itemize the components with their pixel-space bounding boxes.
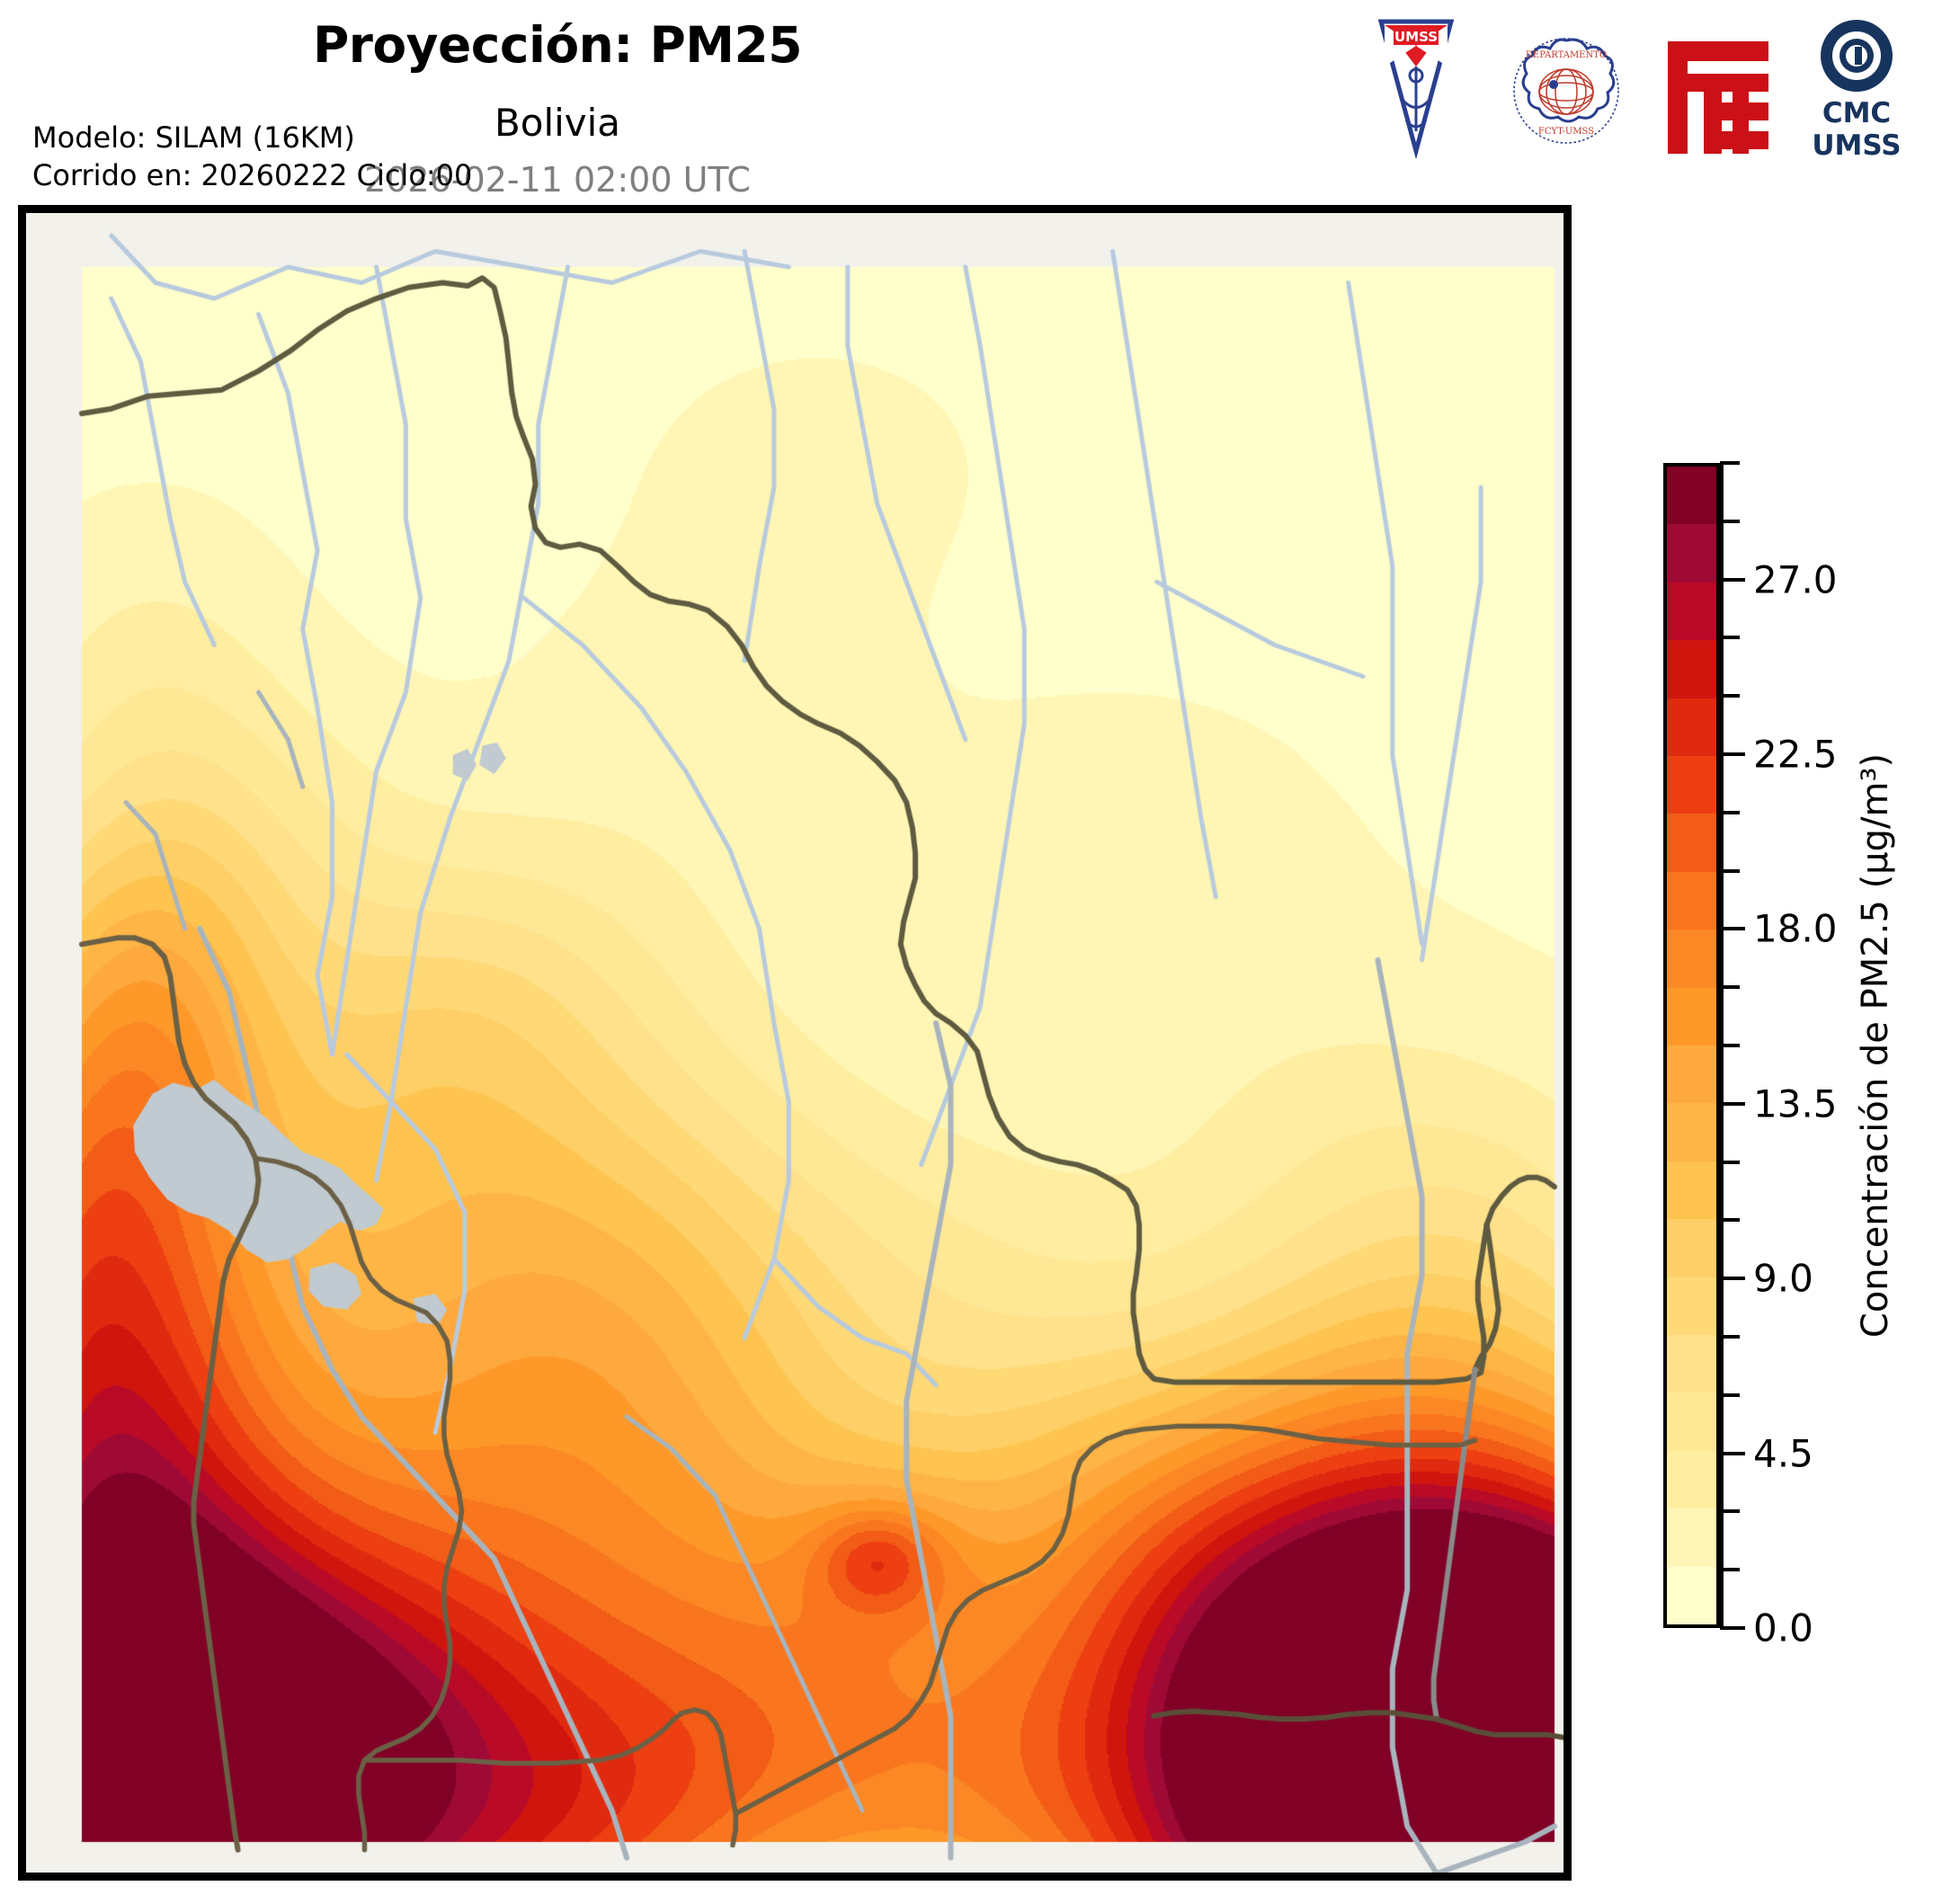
- colorbar-tick-label: 18.0: [1753, 906, 1838, 951]
- colorbar-tick: [1720, 1160, 1740, 1164]
- colorbar-tick: [1720, 868, 1740, 873]
- svg-text:DEPARTAMENTO: DEPARTAMENTO: [1526, 50, 1607, 60]
- svg-text:FCYT-UMSS: FCYT-UMSS: [1538, 127, 1594, 137]
- colorbar-band: [1667, 987, 1716, 1045]
- colorbar: 0.0 4.5 9.0 13.5 18.0 22.5 27.0 Concentración …: [1663, 461, 1942, 1650]
- colorbar-band: [1667, 755, 1716, 814]
- colorbar-tick: [1720, 1218, 1740, 1223]
- colorbar-tick-label: 0.0: [1753, 1606, 1813, 1650]
- colorbar-band: [1667, 466, 1716, 525]
- colorbar-band: [1667, 698, 1716, 756]
- colorbar-band: [1667, 1045, 1716, 1104]
- colorbar-tick: [1720, 985, 1740, 990]
- colorbar-tick-label: 22.5: [1753, 732, 1838, 777]
- header: Proyección: PM25 Bolivia 2026-02-11 02:0…: [0, 0, 1942, 209]
- colorbar-axis-title: Concentración de PM2.5 (μg/m³): [1855, 752, 1896, 1339]
- colorbar-gradient: [1663, 463, 1720, 1628]
- colorbar-tick: [1720, 1509, 1740, 1514]
- map-plot-frame[interactable]: [18, 205, 1572, 1881]
- colorbar-band: [1667, 1566, 1716, 1624]
- colorbar-tick: [1720, 752, 1745, 756]
- colorbar-band: [1667, 1334, 1716, 1393]
- colorbar-band: [1667, 1161, 1716, 1220]
- colorbar-band: [1667, 582, 1716, 641]
- svg-text:UMSS: UMSS: [1812, 129, 1901, 162]
- logo-bar: UMSS D: [1349, 14, 1906, 176]
- colorbar-band: [1667, 1450, 1716, 1509]
- departamento-fisica-seal-logo: DEPARTAMENTO FCYT-UMSS: [1510, 14, 1623, 162]
- colorbar-band: [1667, 1103, 1716, 1161]
- fcyt-logo: [1659, 14, 1776, 162]
- colorbar-tick: [1720, 927, 1745, 931]
- pm25-concentration-map[interactable]: [26, 213, 1563, 1873]
- colorbar-band: [1667, 524, 1716, 583]
- colorbar-tick-label: 27.0: [1753, 557, 1838, 602]
- page-title: Proyección: PM25: [312, 16, 803, 74]
- colorbar-tick: [1720, 1277, 1745, 1281]
- colorbar-tick-label: 13.5: [1753, 1081, 1838, 1126]
- colorbar-band: [1667, 814, 1716, 872]
- colorbar-band: [1667, 930, 1716, 988]
- colorbar-tick: [1720, 1101, 1745, 1106]
- colorbar-tick: [1720, 519, 1740, 523]
- model-name-label: Modelo: SILAM (16KM): [32, 120, 355, 155]
- umss-pennant-logo: UMSS: [1376, 14, 1456, 162]
- colorbar-tick-label: 9.0: [1753, 1256, 1813, 1301]
- colorbar-tick: [1720, 1568, 1740, 1572]
- colorbar-tick: [1720, 810, 1740, 814]
- colorbar-tick: [1720, 577, 1745, 582]
- colorbar-tick: [1720, 1392, 1740, 1397]
- colorbar-band: [1667, 1508, 1716, 1567]
- colorbar-tick: [1720, 636, 1740, 640]
- region-subtitle: Bolivia: [494, 101, 621, 145]
- model-run-label: Corrido en: 20260222 Ciclo:00: [32, 158, 473, 192]
- svg-text:UMSS: UMSS: [1394, 29, 1438, 45]
- colorbar-tick: [1720, 1044, 1740, 1047]
- colorbar-tick: [1720, 1626, 1745, 1630]
- colorbar-tick: [1720, 461, 1740, 465]
- colorbar-tick: [1720, 1335, 1740, 1339]
- svg-text:CMC: CMC: [1822, 97, 1891, 129]
- cmc-umss-logo: CMC UMSS: [1807, 14, 1906, 171]
- colorbar-band: [1667, 871, 1716, 930]
- colorbar-band: [1667, 1392, 1716, 1451]
- colorbar-band: [1667, 640, 1716, 698]
- colorbar-band: [1667, 1219, 1716, 1277]
- colorbar-tick: [1720, 694, 1740, 698]
- colorbar-tick-label: 4.5: [1753, 1431, 1813, 1476]
- colorbar-band: [1667, 1277, 1716, 1335]
- colorbar-tick: [1720, 1451, 1745, 1455]
- model-info-block: Modelo: SILAM (16KM) Corrido en: 2026022…: [32, 119, 472, 194]
- valid-time-label: 2026-02-11 02:00 UTC: [364, 160, 751, 200]
